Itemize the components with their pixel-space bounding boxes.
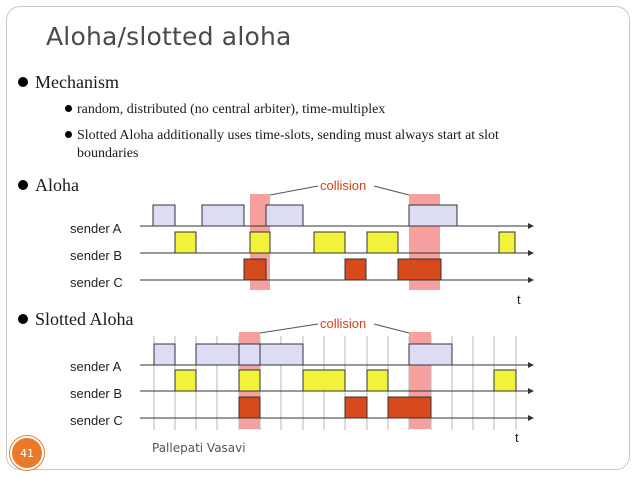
arrow-head-icon bbox=[528, 250, 534, 256]
bullet-dot bbox=[18, 180, 28, 190]
bullet-sub-random-text: random, distributed (no central arbiter)… bbox=[77, 102, 386, 117]
bullet-sub-slotted-text-2: boundaries bbox=[77, 146, 139, 161]
label-time: t bbox=[517, 292, 521, 307]
bullet-mechanism-text: Mechanism bbox=[35, 72, 119, 92]
bullet-mechanism: Mechanism bbox=[18, 72, 119, 93]
collision-label: collision bbox=[320, 178, 366, 193]
arrow-head-icon bbox=[528, 415, 534, 421]
page-number: 41 bbox=[20, 446, 34, 460]
slide-title: Aloha/slotted aloha bbox=[46, 22, 292, 51]
label-sender-c: sender C bbox=[70, 275, 123, 290]
packet-b bbox=[313, 231, 346, 254]
packet-c bbox=[238, 396, 261, 419]
packet-b bbox=[366, 231, 399, 254]
packet-b bbox=[498, 231, 516, 254]
packet-c bbox=[344, 258, 367, 281]
bullet-aloha: Aloha bbox=[18, 175, 79, 196]
arrow-head-icon bbox=[528, 277, 534, 283]
bullet-sub-random: random, distributed (no central arbiter)… bbox=[65, 101, 385, 119]
packet-b bbox=[174, 231, 197, 254]
label-sender-b: sender B bbox=[70, 386, 122, 401]
bullet-sub-slotted: Slotted Aloha additionally uses time-slo… bbox=[65, 127, 585, 163]
bullet-slotted-aloha-text: Slotted Aloha bbox=[35, 309, 134, 329]
collision-pointer bbox=[259, 323, 319, 334]
bullet-aloha-text: Aloha bbox=[35, 175, 79, 195]
packet-a bbox=[153, 343, 176, 366]
packet-c bbox=[344, 396, 368, 419]
collision-label: collision bbox=[320, 316, 366, 331]
arrow-head-icon bbox=[528, 223, 534, 229]
packet-a bbox=[408, 343, 453, 366]
bullet-dot bbox=[18, 314, 28, 324]
aloha-diagram: collision sender A sender B sender C t bbox=[70, 178, 534, 307]
packet-a bbox=[265, 204, 304, 227]
bullet-sub-slotted-text-1: Slotted Aloha additionally uses time-slo… bbox=[77, 128, 499, 143]
packet-c bbox=[387, 396, 432, 419]
packet-b bbox=[249, 231, 271, 254]
slotted-aloha-diagram: collision sender A sender B sender C t bbox=[70, 316, 534, 445]
packet-b bbox=[238, 369, 261, 392]
packet-b bbox=[493, 369, 517, 392]
label-sender-c: sender C bbox=[70, 413, 123, 428]
packet-c bbox=[397, 258, 442, 281]
label-sender-b: sender B bbox=[70, 248, 122, 263]
packet-a bbox=[201, 204, 245, 227]
bullet-dot bbox=[18, 77, 28, 87]
bullet-dot bbox=[65, 105, 72, 112]
packet-a bbox=[195, 343, 240, 366]
packet-b bbox=[366, 369, 389, 392]
collision-pointer bbox=[373, 185, 410, 196]
packet-b bbox=[174, 369, 197, 392]
collision-pointer bbox=[373, 323, 410, 334]
arrow-head-icon bbox=[528, 388, 534, 394]
packet-a bbox=[408, 204, 458, 227]
label-time: t bbox=[515, 430, 519, 445]
page-number-badge: 41 bbox=[10, 436, 44, 470]
footer-author: Pallepati Vasavi bbox=[152, 441, 246, 455]
packet-a bbox=[152, 204, 176, 227]
label-sender-a: sender A bbox=[70, 221, 122, 236]
packet-c bbox=[243, 258, 267, 281]
packet-a bbox=[259, 343, 304, 366]
packet-a bbox=[238, 343, 261, 366]
arrow-head-icon bbox=[528, 362, 534, 368]
label-sender-a: sender A bbox=[70, 359, 122, 374]
packet-b bbox=[302, 369, 346, 392]
bullet-dot bbox=[65, 131, 72, 138]
collision-pointer bbox=[269, 185, 319, 196]
bullet-slotted-aloha: Slotted Aloha bbox=[18, 309, 134, 330]
